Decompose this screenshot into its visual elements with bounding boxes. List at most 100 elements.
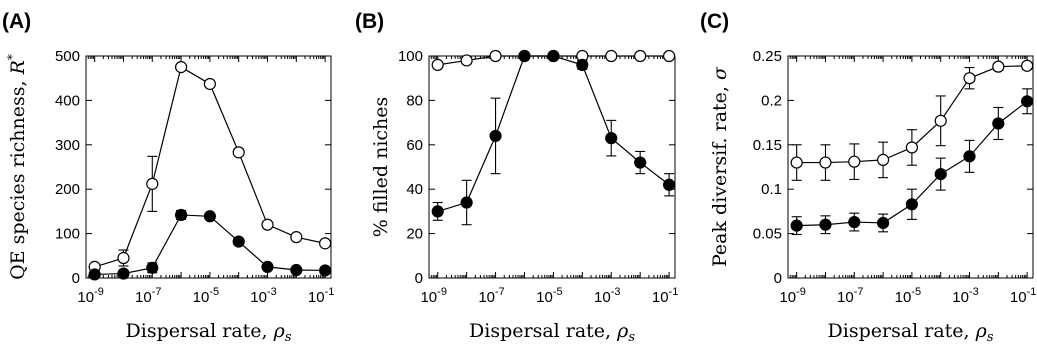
x-tick-label: 10-7 [837, 286, 863, 306]
x-tick-label: 10-7 [478, 286, 504, 306]
data-point [934, 114, 947, 127]
x-tick-label: 10-3 [594, 286, 620, 306]
data-point [203, 210, 216, 223]
y-tick-label: 40 [406, 181, 423, 198]
data-point [290, 231, 303, 244]
data-point [992, 117, 1005, 130]
data-point [790, 156, 803, 169]
y-tick-label: 0.05 [753, 226, 782, 243]
series-filled [431, 49, 676, 226]
data-point [662, 49, 676, 63]
data-point [460, 54, 473, 67]
x-axis-label: Dispersal rate, ρs [828, 320, 994, 345]
data-point [605, 132, 618, 145]
data-point [634, 49, 647, 63]
y-tick-label: 80 [406, 92, 423, 109]
panel-letter: (C) [700, 10, 729, 33]
y-tick-label: 0.2 [761, 92, 782, 109]
y-axis-label: % filled niches [370, 97, 392, 238]
y-tick-label: 100 [398, 48, 423, 65]
data-point [876, 216, 890, 230]
panel-letter: (B) [355, 10, 384, 33]
data-point [489, 49, 502, 63]
data-point [905, 141, 918, 154]
panel-letter: (A) [2, 10, 31, 33]
panel-a: (A) 10-9 10-7 10-5 10-3 10-1 0 100 200 300 400 500 D… [2, 10, 334, 345]
series-open [790, 59, 1034, 181]
data-point [963, 150, 976, 163]
data-point [431, 58, 444, 71]
data-point [662, 178, 676, 191]
x-axis-label: Dispersal rate, ρs [469, 320, 635, 345]
data-point [518, 49, 531, 63]
y-tick-label: 0 [774, 270, 782, 287]
y-tick-label: 0 [72, 270, 80, 287]
series-filled [790, 88, 1034, 236]
x-tick-label: 10-9 [77, 286, 103, 306]
data-point [790, 219, 803, 232]
y-tick-label: 500 [55, 48, 80, 65]
data-point [547, 49, 560, 63]
y-tick-label: 60 [406, 137, 423, 154]
data-point [203, 77, 216, 91]
x-tick-label: 10-9 [779, 286, 805, 306]
y-tick-label: 0.15 [753, 137, 782, 154]
data-point [319, 264, 332, 277]
data-point [848, 155, 861, 168]
series-line [437, 55, 670, 212]
data-point [460, 196, 473, 209]
y-axis-label: QE species richness, R* [5, 54, 29, 280]
x-tick-label: 10-1 [308, 286, 334, 306]
y-tick-label: 0 [415, 270, 423, 287]
data-point [174, 208, 188, 222]
x-tick-label: 10-9 [420, 286, 446, 306]
data-point [876, 153, 890, 166]
data-point [146, 261, 159, 274]
x-axis-label: Dispersal rate, ρs [126, 320, 292, 345]
data-point [290, 263, 303, 277]
data-point [261, 218, 274, 231]
data-point [934, 168, 947, 181]
x-tick-label: 10-1 [1010, 286, 1036, 306]
data-point [576, 58, 589, 71]
y-tick-label: 100 [55, 226, 80, 243]
x-tick-label: 10-5 [895, 286, 921, 306]
series-filled [88, 208, 332, 281]
data-point [1021, 95, 1034, 108]
panel-c: (C) 10-9 10-7 10-5 10-3 10-1 0 0.05 0.1 0.15 0.2 0.… [700, 10, 1036, 345]
y-axis-label: Peak diversif. rate, σ [709, 66, 731, 267]
panel-b: (B) 10-9 10-7 10-5 10-3 10-1 0 20 40 60 80 100 Dispe… [355, 10, 678, 345]
data-point [146, 177, 159, 190]
data-point [232, 235, 245, 248]
data-point [117, 267, 130, 280]
data-point [319, 237, 332, 250]
x-tick-label: 10-3 [952, 286, 978, 306]
y-tick-label: 20 [406, 226, 423, 243]
y-tick-label: 0.1 [761, 181, 782, 198]
data-point [634, 156, 647, 169]
data-point [232, 146, 245, 159]
data-point [819, 218, 832, 231]
data-point [963, 72, 976, 85]
y-tick-label: 0.25 [753, 48, 782, 65]
x-tick-label: 10-3 [250, 286, 276, 306]
data-point [431, 205, 444, 218]
y-tick-label: 200 [55, 181, 80, 198]
x-tick-label: 10-1 [652, 286, 678, 306]
series-open [88, 60, 332, 273]
x-tick-label: 10-5 [536, 286, 562, 306]
data-point [174, 60, 188, 74]
x-tick-label: 10-5 [193, 286, 219, 306]
data-point [88, 268, 101, 281]
data-point [1021, 59, 1034, 72]
data-point [992, 60, 1005, 73]
data-point [848, 215, 861, 229]
data-point [261, 260, 274, 273]
data-point [117, 251, 130, 265]
data-point [819, 156, 832, 169]
data-point [489, 129, 502, 143]
data-point [905, 198, 918, 211]
x-tick-label: 10-7 [135, 286, 161, 306]
